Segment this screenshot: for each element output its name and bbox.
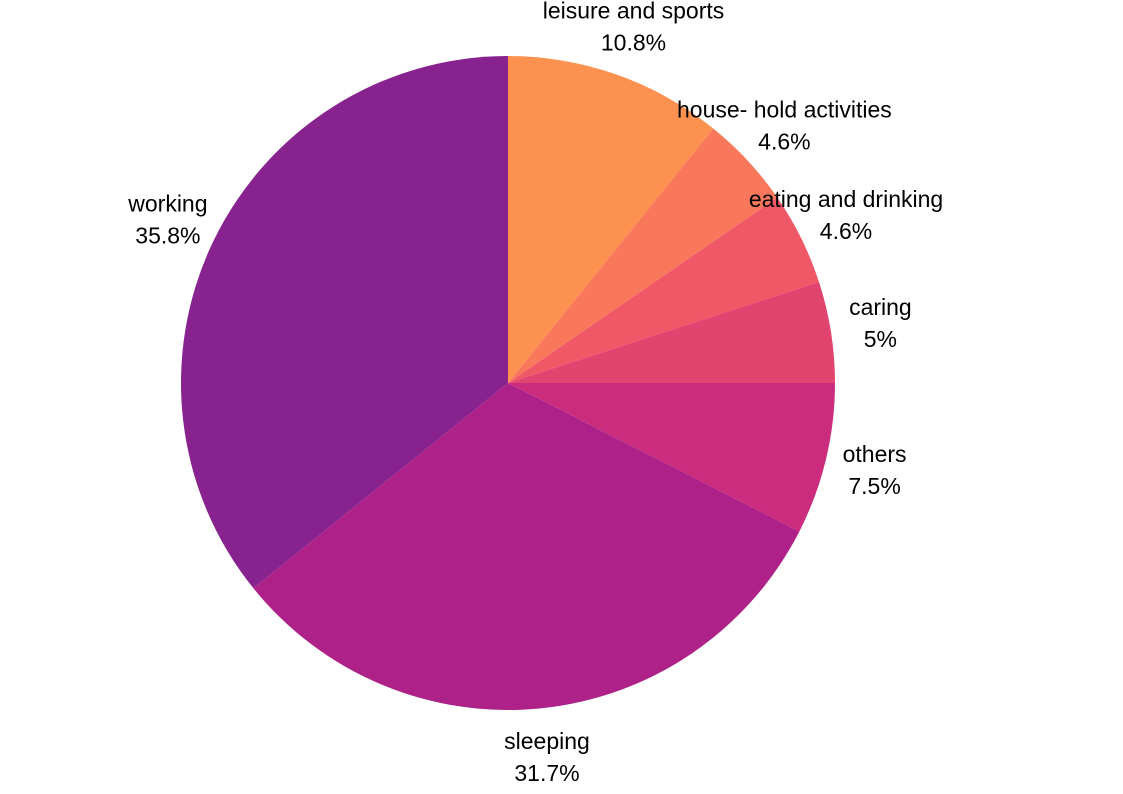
slice-value-sleeping: 31.7%: [514, 760, 579, 786]
slice-label-eating-and-drinking: eating and drinking: [749, 186, 943, 212]
pie-slice-house-hold-activities: [508, 128, 778, 383]
slice-label-leisure-and-sports: leisure and sports: [543, 0, 725, 24]
slice-labels: leisure and sports 10.8% house- hold activ…: [127, 0, 943, 786]
slice-label-working: working: [127, 190, 207, 216]
slice-value-leisure-and-sports: 10.8%: [601, 30, 666, 56]
pie-slice-eating-and-drinking: [508, 197, 819, 383]
pie-slice-working: [180, 56, 509, 589]
slice-value-working: 35.8%: [135, 222, 200, 248]
pie-slice-sleeping: [253, 383, 800, 711]
slice-label-house-hold-activities: house- hold activities: [677, 97, 892, 123]
pie-slices: [180, 56, 835, 711]
pie-slice-leisure-and-sports: [508, 56, 714, 383]
slice-label-caring: caring: [849, 294, 912, 320]
slice-label-sleeping: sleeping: [504, 728, 590, 754]
slice-value-caring: 5%: [864, 326, 897, 352]
pie-slice-caring: [508, 281, 835, 383]
slice-value-house-hold-activities: 4.6%: [758, 129, 810, 155]
slice-value-others: 7.5%: [848, 473, 900, 499]
slice-value-eating-and-drinking: 4.6%: [820, 218, 872, 244]
pie-slice-others: [508, 383, 835, 532]
slice-label-others: others: [843, 441, 907, 467]
